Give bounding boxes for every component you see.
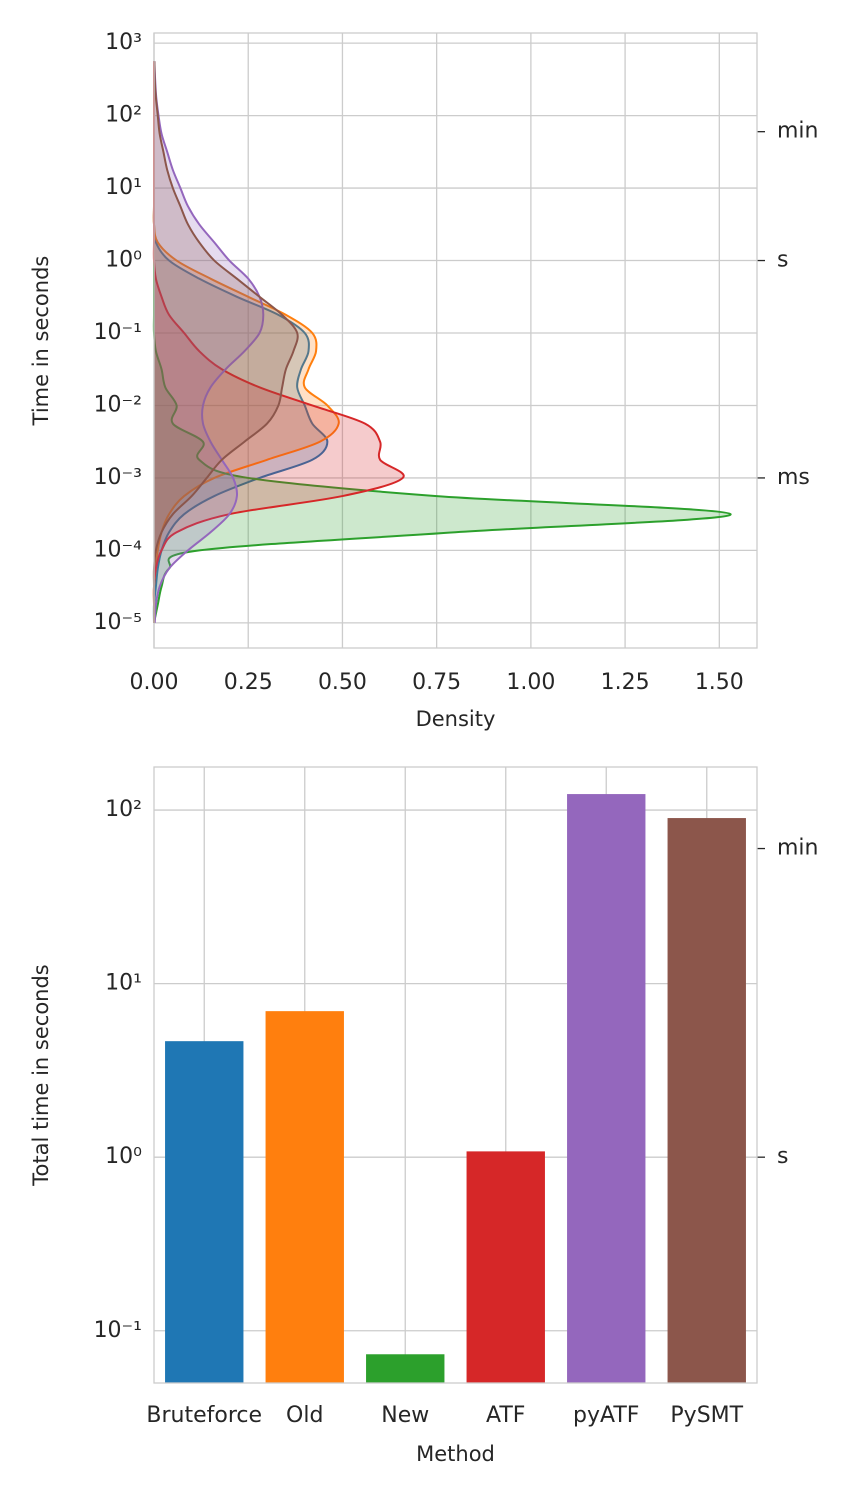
- kde-fill: [153, 61, 328, 623]
- y-tick-label: 10²: [105, 797, 142, 822]
- kde-fill: [154, 61, 264, 623]
- y-tick-label: 10¹: [105, 175, 142, 200]
- y2-tick-label: ms: [777, 465, 810, 490]
- bar: [366, 1354, 445, 1383]
- kde-fill: [153, 61, 404, 623]
- y2-tick-label: s: [777, 248, 788, 273]
- x-tick-label: pyATF: [573, 1403, 639, 1428]
- x-tick-label: 0.25: [224, 670, 273, 695]
- y-tick-label: 10¹: [105, 971, 142, 996]
- y2-tick-label: min: [777, 119, 819, 144]
- kde-line: [152, 61, 299, 623]
- kde-fill: [153, 61, 339, 623]
- x-tick-label: ATF: [486, 1403, 525, 1428]
- x-axis-label: Density: [416, 707, 496, 731]
- x-tick-label: Bruteforce: [146, 1403, 262, 1428]
- y-axis-label: Time in seconds: [29, 256, 53, 427]
- y-tick-label: 10⁻¹: [94, 320, 142, 345]
- bar: [667, 818, 746, 1383]
- x-tick-label: Old: [286, 1403, 323, 1428]
- x-tick-label: PySMT: [670, 1403, 743, 1428]
- y-tick-label: 10⁻¹: [94, 1318, 142, 1343]
- y-tick-label: 10²: [105, 103, 142, 128]
- x-axis-label: Method: [416, 1442, 495, 1466]
- y-tick-label: 10⁰: [105, 1144, 142, 1169]
- x-tick-label: 0.00: [130, 670, 179, 695]
- x-tick-label: 1.00: [506, 670, 555, 695]
- kde-fill: [153, 61, 298, 623]
- y-tick-label: 10³: [105, 30, 142, 55]
- x-tick-label: 1.50: [695, 670, 744, 695]
- x-tick-label: 0.50: [318, 670, 367, 695]
- bar: [165, 1041, 244, 1383]
- kde-fill: [153, 61, 731, 623]
- y-tick-label: 10⁻³: [94, 465, 142, 490]
- y2-tick-label: min: [777, 836, 819, 861]
- y-tick-label: 10⁰: [105, 248, 142, 273]
- axes-frame: [153, 32, 758, 649]
- x-tick-label: 1.25: [601, 670, 650, 695]
- x-tick-label: New: [381, 1403, 429, 1428]
- bar: [567, 794, 646, 1383]
- y2-tick-label: s: [777, 1144, 788, 1169]
- kde-line: [153, 61, 265, 623]
- y-tick-label: 10⁻⁵: [94, 610, 142, 635]
- y-axis-label: Total time in seconds: [29, 964, 53, 1187]
- x-tick-label: 0.75: [412, 670, 461, 695]
- bar: [466, 1151, 545, 1383]
- y-tick-label: 10⁻⁴: [94, 537, 143, 562]
- y-tick-label: 10⁻²: [94, 392, 142, 417]
- bar: [265, 1011, 344, 1383]
- axes-frame: [153, 766, 758, 1384]
